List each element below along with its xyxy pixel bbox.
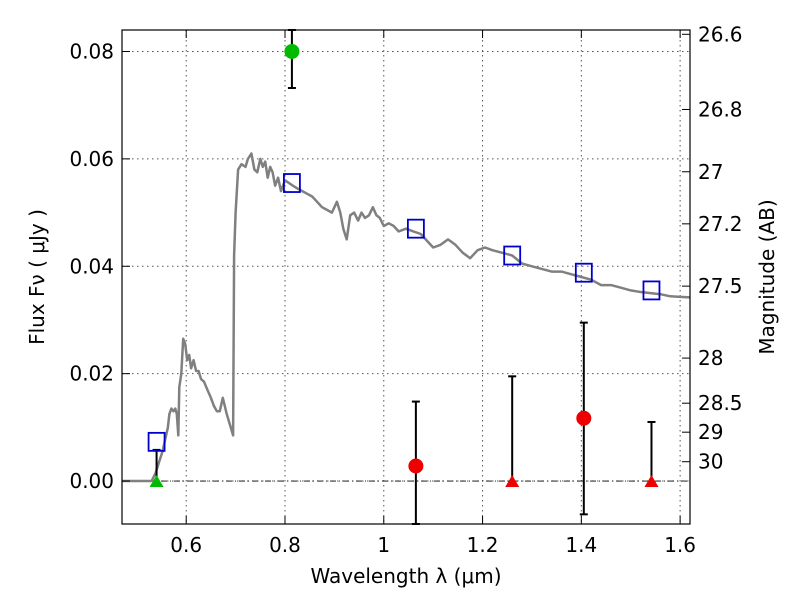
x-tick-label: 1 <box>377 533 390 557</box>
mag-tick-label: 27.5 <box>698 274 743 298</box>
x-tick-label: 0.6 <box>170 533 202 557</box>
x-tick-label: 1.2 <box>467 533 499 557</box>
mag-tick-label: 29 <box>698 420 723 444</box>
red-upper-limit-triangle <box>505 475 520 488</box>
grid-lines <box>122 30 690 524</box>
model-photometry-square <box>642 280 661 301</box>
mag-tick-label: 26.8 <box>698 97 743 121</box>
x-tick-label: 1.4 <box>565 533 597 557</box>
y-tick-label: 0.08 <box>69 39 114 63</box>
red-detection-point <box>408 458 424 474</box>
model-sed-line <box>122 152 691 483</box>
data-markers <box>147 43 661 488</box>
model-photometry-square <box>574 262 593 283</box>
mag-tick-label: 27 <box>698 160 723 184</box>
y-axis-label: Flux Fν ( μJy ) <box>25 209 49 345</box>
y-tick-label: 0.04 <box>69 254 114 278</box>
mag-tick-label: 30 <box>698 450 723 474</box>
plot-frame <box>121 29 691 525</box>
x-tick-label: 0.8 <box>269 533 301 557</box>
model-photometry-square <box>406 218 425 239</box>
mag-tick-label: 28 <box>698 346 723 370</box>
mag-tick-label: 28.5 <box>698 391 743 415</box>
x-tick-label: 1.6 <box>664 533 696 557</box>
mag-tick-label: 26.6 <box>698 22 743 46</box>
right-axis-label: Magnitude (AB) <box>755 199 779 354</box>
model-photometry-square <box>503 245 522 266</box>
green-detection-point <box>284 43 300 59</box>
red-detection-point <box>576 410 592 426</box>
y-tick-label: 0.06 <box>69 147 114 171</box>
y-tick-label: 0.02 <box>69 362 114 386</box>
model-photometry-square <box>283 173 301 193</box>
x-axis-label: Wavelength λ (μm) <box>310 564 501 588</box>
axis-ticks: 0.6 0.8 1 1.2 1.4 1.6 0.00 0.02 0.04 0.06 0.08 26.6… <box>69 22 742 557</box>
red-upper-limit-triangle <box>644 475 659 488</box>
green-upper-limit-triangle <box>149 475 164 488</box>
mag-tick-label: 27.2 <box>698 212 743 236</box>
model-photometry-square <box>147 431 166 452</box>
y-tick-label: 0.00 <box>69 469 114 493</box>
